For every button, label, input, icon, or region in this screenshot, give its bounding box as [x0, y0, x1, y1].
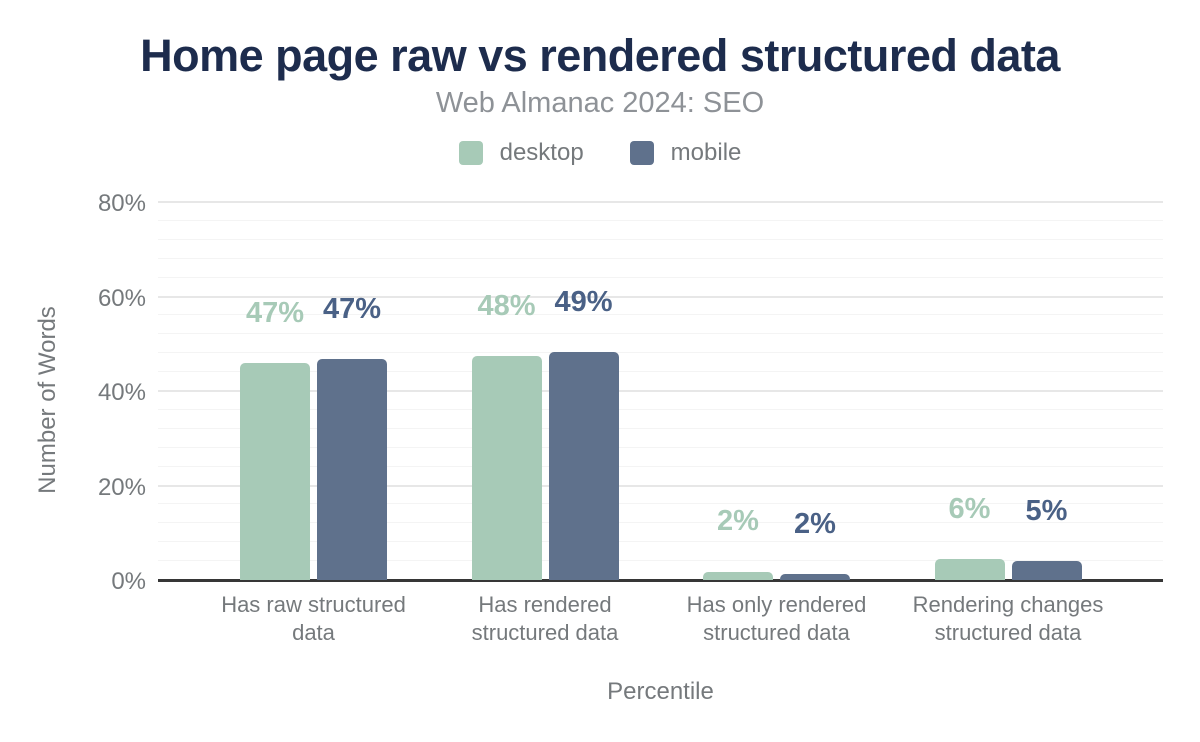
- bar-value-label-mobile: 47%: [322, 292, 382, 325]
- legend: desktop mobile: [0, 139, 1200, 167]
- minor-gridline: [158, 446, 1163, 448]
- chart-title: Home page raw vs rendered structured dat…: [140, 30, 1060, 81]
- x-category-label: Rendering changes structured data: [912, 592, 1104, 645]
- x-axis-line: [158, 579, 1163, 582]
- y-tick-label: 40%: [97, 379, 146, 406]
- mobile-swatch-icon: [629, 141, 654, 165]
- bar-value-label-desktop: 6%: [948, 492, 991, 525]
- bar-value-label-desktop: 47%: [245, 297, 305, 330]
- minor-gridline: [158, 522, 1163, 524]
- minor-gridline: [158, 238, 1163, 240]
- x-category-label: Has raw structured data: [221, 592, 406, 645]
- minor-gridline: [158, 219, 1163, 221]
- minor-gridline: [158, 560, 1163, 562]
- desktop-swatch-icon: [458, 141, 483, 165]
- bar-value-label-desktop: 2%: [717, 505, 759, 538]
- minor-gridline: [158, 352, 1163, 354]
- bar-value-label-mobile: 49%: [554, 285, 613, 318]
- y-tick-label: 60%: [97, 284, 146, 312]
- x-axis-title: Percentile: [607, 678, 714, 705]
- plot-area: 47% 48% 2% 6% 47% 49% 2% 5%: [158, 201, 1163, 582]
- bar-desktop-2[interactable]: [471, 355, 542, 580]
- y-tick-label: 80%: [97, 190, 146, 217]
- bar-mobile-1[interactable]: [317, 358, 387, 580]
- bar-mobile-2[interactable]: [548, 351, 619, 580]
- y-tick-label: 0%: [111, 568, 146, 595]
- bar-desktop-3[interactable]: [703, 571, 773, 580]
- legend-label: mobile: [670, 139, 742, 166]
- minor-gridline: [158, 541, 1163, 543]
- y-tick-label: 20%: [97, 473, 146, 501]
- minor-gridline: [158, 314, 1163, 316]
- major-gridline: [158, 201, 1163, 203]
- bar-value-label-mobile: 5%: [1025, 494, 1068, 527]
- legend-label: desktop: [499, 139, 584, 166]
- bar-desktop-4[interactable]: [934, 558, 1005, 580]
- legend-item-mobile: mobile: [629, 139, 742, 167]
- minor-gridline: [158, 257, 1163, 259]
- major-gridline: [158, 295, 1163, 298]
- bar-value-label-desktop: 48%: [477, 289, 536, 322]
- minor-gridline: [158, 333, 1163, 335]
- legend-item-desktop: desktop: [458, 139, 584, 167]
- minor-gridline: [158, 427, 1163, 429]
- major-gridline: [158, 484, 1163, 487]
- major-gridline: [158, 390, 1163, 392]
- chart-subtitle: Web Almanac 2024: SEO: [435, 87, 765, 119]
- bar-value-label-mobile: 2%: [794, 507, 836, 540]
- minor-gridline: [158, 465, 1163, 467]
- x-category-label: Has only rendered structured data: [686, 592, 867, 645]
- bar-mobile-3[interactable]: [780, 573, 850, 580]
- x-category-label: Has rendered structured data: [471, 592, 619, 645]
- bar-desktop-1[interactable]: [240, 363, 310, 580]
- minor-gridline: [158, 503, 1163, 505]
- minor-gridline: [158, 276, 1163, 278]
- bar-mobile-4[interactable]: [1011, 560, 1082, 580]
- minor-gridline: [158, 408, 1163, 410]
- minor-gridline: [158, 371, 1163, 373]
